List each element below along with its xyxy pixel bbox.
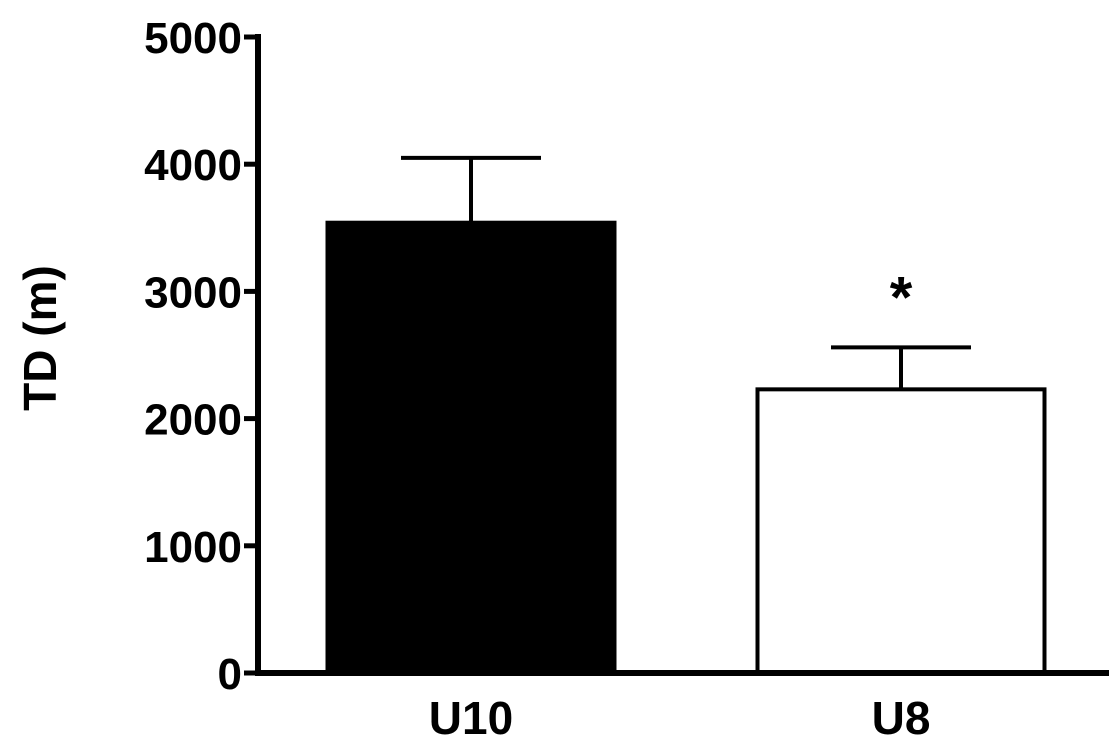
y-axis-ticks: 0 1000 2000 3000 4000 5000 <box>144 14 258 699</box>
significance-asterisk: * <box>890 265 913 330</box>
bar-u10 <box>325 220 617 675</box>
x-category-label: U10 <box>429 692 513 740</box>
y-tick-label: 2000 <box>144 396 242 445</box>
y-tick-label: 0 <box>218 650 242 699</box>
bars <box>325 220 1047 675</box>
significance-annotations: * <box>890 265 913 330</box>
bar-u8 <box>755 387 1047 675</box>
y-axis-title-group: TD (m) <box>14 265 66 411</box>
x-axis-category-labels: U10 U8 <box>429 692 931 740</box>
y-tick-label: 5000 <box>144 14 242 63</box>
error-bars <box>401 155 971 390</box>
y-tick-label: 3000 <box>144 268 242 317</box>
y-tick-label: 1000 <box>144 523 242 572</box>
y-tick-label: 4000 <box>144 141 242 190</box>
x-category-label: U8 <box>872 692 931 740</box>
y-axis-title: TD (m) <box>14 265 66 411</box>
